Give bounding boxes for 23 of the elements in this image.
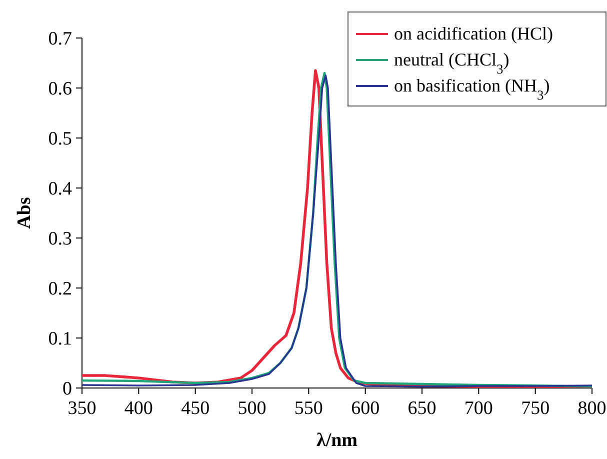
x-tick-label: 800	[578, 398, 606, 419]
x-tick-label: 700	[464, 398, 493, 419]
x-tick-label: 600	[351, 398, 380, 419]
x-tick-label: 450	[181, 398, 210, 419]
y-tick-label: 0	[62, 378, 72, 400]
y-tick-label: 0.5	[48, 128, 72, 150]
x-tick-label: 650	[408, 398, 436, 419]
legend-label: on basification (NH$_{3}$)	[394, 75, 550, 102]
y-tick-label: 0.6	[48, 78, 72, 100]
y-tick-label: 0.7	[48, 28, 72, 50]
y-axis-title: Abs	[14, 197, 35, 229]
x-tick-label: 350	[68, 398, 96, 419]
x-tick-label: 500	[238, 398, 266, 419]
legend-label: neutral (CHCl$_{3}$)	[394, 49, 510, 76]
x-tick-label: 550	[294, 398, 323, 419]
y-tick-label: 0.3	[48, 228, 72, 250]
legend-label: on acidification (HCl)	[394, 23, 553, 44]
x-tick-label: 750	[521, 398, 550, 419]
x-axis-title: λ/nm	[316, 430, 358, 451]
y-tick-label: 0.4	[48, 178, 72, 200]
y-tick-label: 0.1	[48, 328, 72, 350]
y-tick-label: 0.2	[48, 278, 72, 300]
x-tick-label: 400	[124, 398, 153, 419]
